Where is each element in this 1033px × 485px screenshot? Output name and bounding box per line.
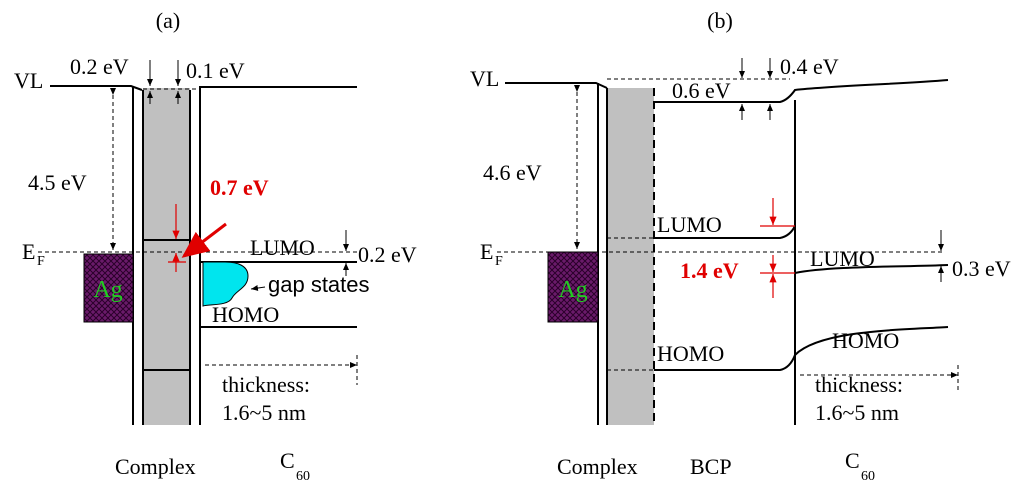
offset-label: 0.7 eV bbox=[210, 175, 269, 200]
layer-subscript: 60 bbox=[861, 469, 875, 484]
step-label: 0.6 eV bbox=[672, 78, 731, 103]
panel-label: (a) bbox=[156, 8, 180, 33]
metal-label: Ag bbox=[558, 277, 587, 303]
block bbox=[607, 88, 654, 425]
gap-states-label: gap states bbox=[268, 272, 370, 297]
lumo-label: LUMO bbox=[250, 235, 315, 260]
thickness-label: thickness: bbox=[815, 372, 903, 397]
level-curve bbox=[505, 83, 607, 88]
layer-subscript: 60 bbox=[296, 469, 310, 484]
level-curve bbox=[203, 262, 248, 306]
fermi-label: E bbox=[480, 239, 493, 264]
fermi-label: E bbox=[22, 239, 35, 264]
layer-label: Complex bbox=[115, 454, 196, 479]
panel-b-shapes bbox=[497, 58, 958, 425]
thickness-label: thickness: bbox=[222, 372, 310, 397]
energy-diagram: (a) VL 0.2 eV 0.1 eV 4.5 eV 0.7 eV E F A… bbox=[0, 0, 1033, 485]
level-line bbox=[251, 287, 265, 289]
metal-label: Ag bbox=[93, 277, 122, 303]
panel-a-labels: (a) VL 0.2 eV 0.1 eV 4.5 eV 0.7 eV E F A… bbox=[14, 8, 417, 484]
step-label: 0.4 eV bbox=[780, 54, 839, 79]
layer-label: BCP bbox=[690, 454, 732, 479]
level-curve bbox=[50, 86, 142, 90]
offset-label: 0.2 eV bbox=[358, 242, 417, 267]
thickness-value: 1.6~5 nm bbox=[222, 400, 306, 425]
lumo-label: LUMO bbox=[657, 212, 722, 237]
homo-label: HOMO bbox=[212, 302, 279, 327]
step-label: 0.1 eV bbox=[186, 58, 245, 83]
work-function-label: 4.5 eV bbox=[28, 170, 87, 195]
thickness-value: 1.6~5 nm bbox=[815, 400, 899, 425]
panel-label: (b) bbox=[707, 8, 733, 33]
offset-label: 1.4 eV bbox=[680, 258, 739, 283]
fermi-subscript: F bbox=[37, 254, 45, 269]
step-label: 0.2 eV bbox=[70, 54, 129, 79]
homo-label: HOMO bbox=[832, 328, 899, 353]
block bbox=[143, 88, 190, 425]
layer-label: C bbox=[845, 448, 860, 473]
lumo-label: LUMO bbox=[810, 246, 875, 271]
layer-label: C bbox=[280, 448, 295, 473]
vacuum-level-label: VL bbox=[14, 68, 43, 93]
fermi-subscript: F bbox=[495, 254, 503, 269]
offset-label: 0.3 eV bbox=[952, 256, 1011, 281]
work-function-label: 4.6 eV bbox=[483, 160, 542, 185]
homo-label: HOMO bbox=[657, 341, 724, 366]
vacuum-level-label: VL bbox=[470, 66, 499, 91]
layer-label: Complex bbox=[557, 454, 638, 479]
